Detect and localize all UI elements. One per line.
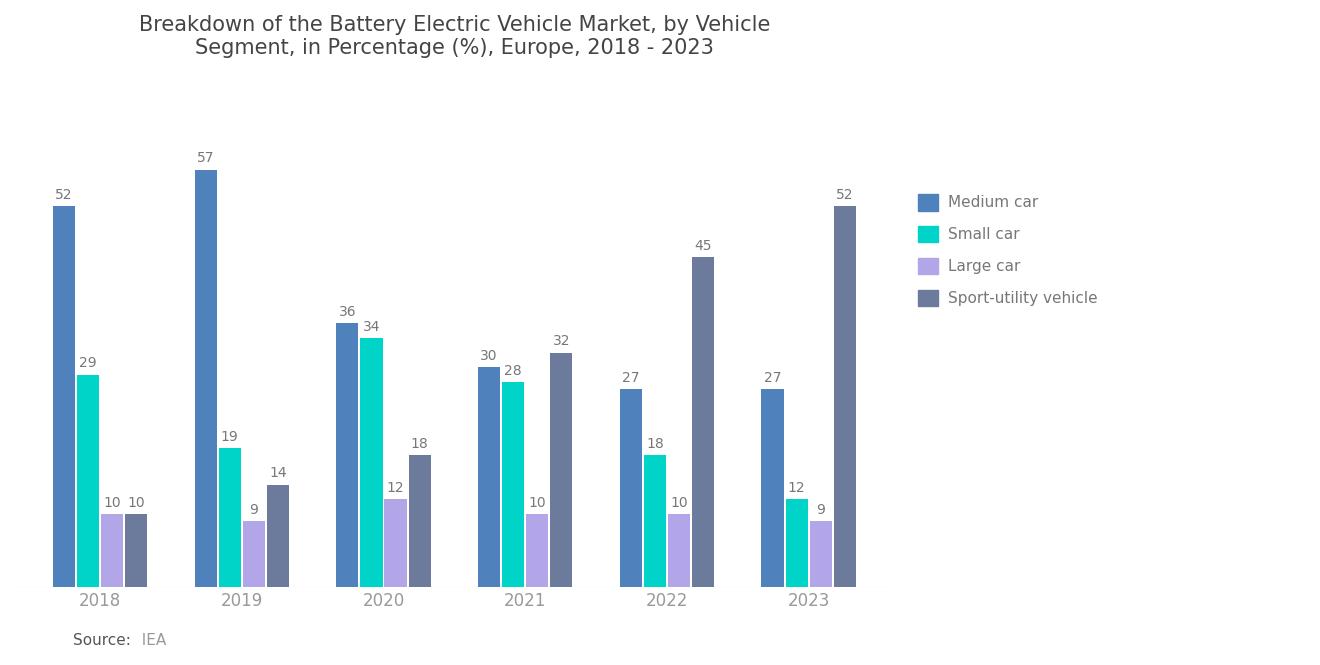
Bar	[267, 485, 289, 587]
Bar	[834, 206, 855, 587]
Bar	[194, 170, 216, 587]
Text: 27: 27	[764, 371, 781, 385]
Bar	[668, 514, 690, 587]
Bar	[502, 382, 524, 587]
Bar	[478, 367, 500, 587]
Text: 9: 9	[249, 503, 259, 517]
Bar	[125, 514, 148, 587]
Text: 52: 52	[836, 188, 854, 201]
Bar	[762, 390, 784, 587]
Text: 27: 27	[622, 371, 639, 385]
Bar	[785, 499, 808, 587]
Bar	[384, 499, 407, 587]
Bar	[360, 338, 383, 587]
Text: 14: 14	[269, 466, 286, 480]
Text: IEA: IEA	[132, 633, 166, 648]
Bar	[619, 390, 642, 587]
Text: 10: 10	[127, 495, 145, 509]
Bar	[102, 514, 123, 587]
Bar	[408, 456, 430, 587]
Bar	[219, 448, 240, 587]
Bar	[644, 456, 667, 587]
Text: 52: 52	[55, 188, 73, 201]
Bar	[337, 323, 359, 587]
Text: 36: 36	[338, 305, 356, 319]
Bar	[809, 521, 832, 587]
Bar	[77, 374, 99, 587]
Text: 10: 10	[103, 495, 121, 509]
Text: 9: 9	[816, 503, 825, 517]
Text: 34: 34	[363, 320, 380, 334]
Bar	[53, 206, 75, 587]
Text: 29: 29	[79, 356, 96, 370]
Text: 19: 19	[220, 430, 239, 444]
Bar	[550, 352, 573, 587]
Text: 57: 57	[197, 151, 214, 165]
Text: 12: 12	[387, 481, 404, 495]
Text: Source:: Source:	[73, 633, 131, 648]
Bar	[692, 257, 714, 587]
Text: 30: 30	[480, 349, 498, 363]
Legend: Medium car, Small car, Large car, Sport-utility vehicle: Medium car, Small car, Large car, Sport-…	[909, 186, 1106, 314]
Text: 18: 18	[645, 437, 664, 451]
Bar	[243, 521, 265, 587]
Title: Breakdown of the Battery Electric Vehicle Market, by Vehicle
Segment, in Percent: Breakdown of the Battery Electric Vehicl…	[139, 15, 770, 59]
Text: 10: 10	[528, 495, 546, 509]
Text: 10: 10	[671, 495, 688, 509]
Text: 28: 28	[504, 364, 521, 378]
Bar	[527, 514, 548, 587]
Text: 32: 32	[553, 334, 570, 348]
Text: 18: 18	[411, 437, 429, 451]
Text: 45: 45	[694, 239, 711, 253]
Text: 12: 12	[788, 481, 805, 495]
